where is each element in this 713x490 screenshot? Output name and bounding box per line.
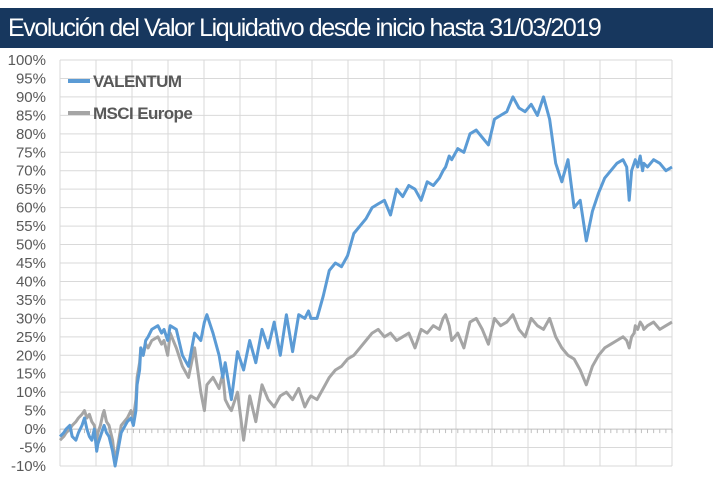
legend-label: MSCI Europe xyxy=(93,104,192,123)
legend: VALENTUM MSCI Europe xyxy=(68,72,193,123)
y-tick-label: 0% xyxy=(24,421,46,438)
series-line-msci-europe xyxy=(58,313,673,464)
title-banner: Evolución del Valor Liquidativo desde in… xyxy=(0,8,713,48)
y-tick-label: 30% xyxy=(16,310,46,327)
y-tick-label: 75% xyxy=(16,144,46,161)
y-tick-label: 45% xyxy=(16,255,46,272)
y-tick-label: 55% xyxy=(16,218,46,235)
legend-label: VALENTUM xyxy=(93,72,182,91)
chart-title: Evolución del Valor Liquidativo desde in… xyxy=(8,14,602,42)
y-tick-label: 40% xyxy=(16,273,46,290)
series-lines xyxy=(58,95,673,468)
y-tick-label: 95% xyxy=(16,70,46,87)
y-tick-label: 35% xyxy=(16,292,46,309)
y-tick-label: 5% xyxy=(24,403,46,420)
y-tick-label: -5% xyxy=(19,440,46,457)
y-tick-label: 85% xyxy=(16,107,46,124)
grid xyxy=(59,59,673,467)
y-tick-label: 15% xyxy=(16,366,46,383)
y-tick-label: 100% xyxy=(8,52,46,69)
y-tick-label: 80% xyxy=(16,126,46,143)
y-tick-label: 25% xyxy=(16,329,46,346)
y-tick-label: 50% xyxy=(16,237,46,254)
x-axis xyxy=(59,428,673,434)
y-tick-label: 10% xyxy=(16,384,46,401)
y-axis-labels: -10%-5% 0%5% 10%15% 20%25% 30%35% 40%45%50% 55… xyxy=(8,52,46,475)
y-tick-label: 60% xyxy=(16,200,46,217)
y-tick-label: 90% xyxy=(16,89,46,106)
y-tick-label: 65% xyxy=(16,181,46,198)
line-chart: -10%-5% 0%5% 10%15% 20%25% 30%35% 40%45%50% 55… xyxy=(8,52,673,475)
series-line-valentum xyxy=(58,95,673,468)
y-tick-label: 20% xyxy=(16,347,46,364)
y-tick-label: 70% xyxy=(16,163,46,180)
y-tick-label: -10% xyxy=(11,458,46,475)
